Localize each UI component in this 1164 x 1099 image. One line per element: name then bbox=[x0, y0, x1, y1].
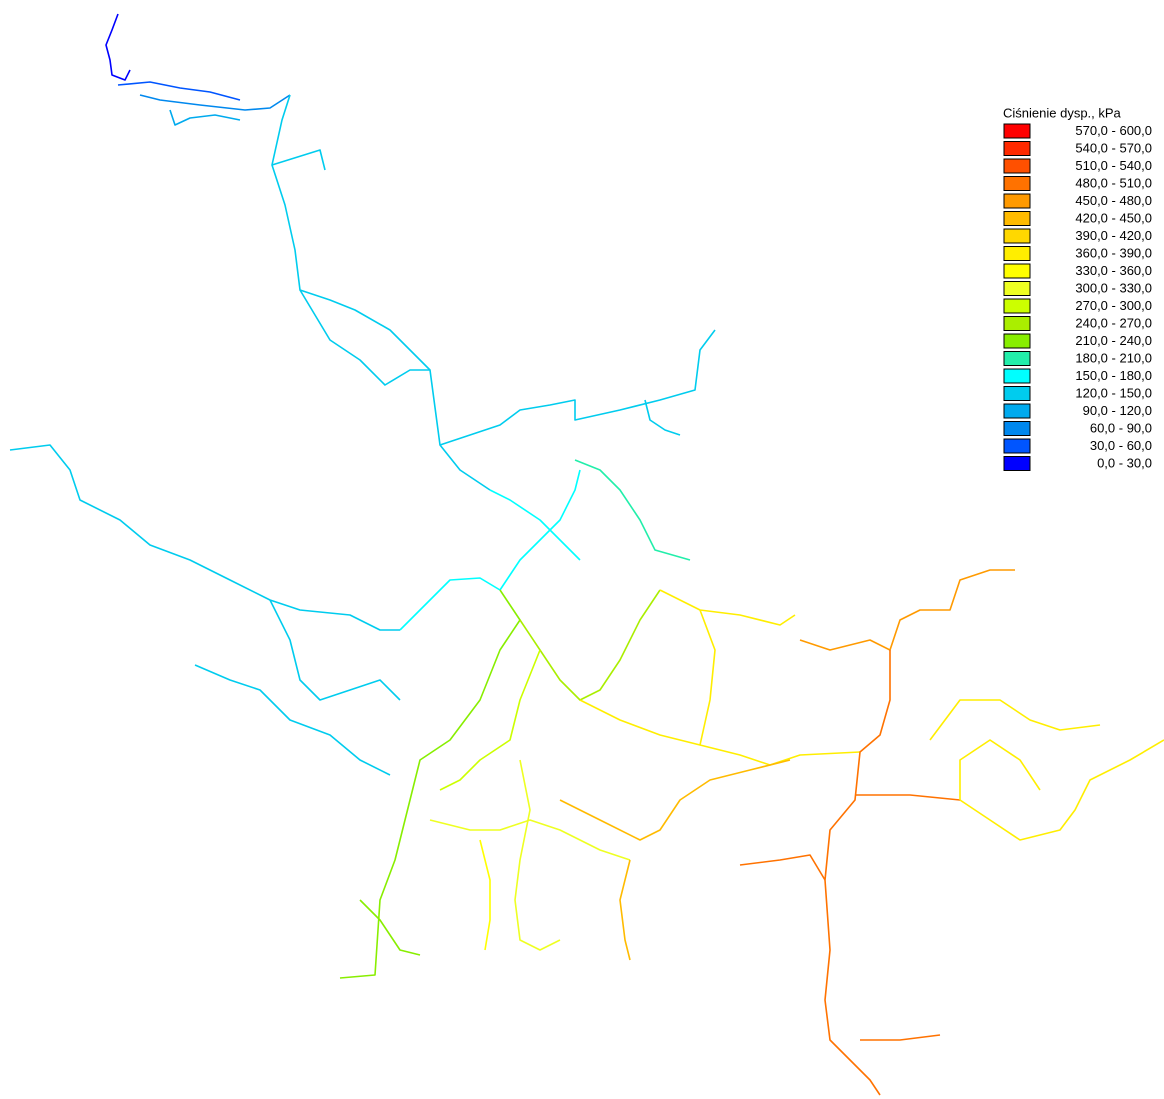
pipe bbox=[480, 840, 490, 950]
pipe bbox=[272, 150, 325, 170]
legend-swatch bbox=[1004, 159, 1030, 173]
pipe bbox=[740, 855, 825, 880]
legend-label: 0,0 - 30,0 bbox=[1097, 455, 1152, 470]
legend-label: 270,0 - 300,0 bbox=[1075, 298, 1152, 313]
legend-label: 450,0 - 480,0 bbox=[1075, 193, 1152, 208]
pipe bbox=[360, 900, 420, 955]
pipe bbox=[575, 460, 690, 560]
legend-swatch bbox=[1004, 142, 1030, 156]
pipe bbox=[195, 665, 390, 775]
pipe bbox=[825, 650, 890, 1095]
legend-label: 240,0 - 270,0 bbox=[1075, 315, 1152, 330]
legend-label: 570,0 - 600,0 bbox=[1075, 123, 1152, 138]
legend-swatch bbox=[1004, 334, 1030, 348]
pipe bbox=[490, 490, 580, 560]
legend-label: 120,0 - 150,0 bbox=[1075, 385, 1152, 400]
pipe bbox=[960, 740, 1164, 840]
pipe bbox=[430, 820, 630, 860]
legend-label: 540,0 - 570,0 bbox=[1075, 140, 1152, 155]
pipe bbox=[140, 95, 290, 110]
pipe bbox=[270, 600, 400, 700]
pipe bbox=[10, 445, 400, 630]
legend-swatch bbox=[1004, 352, 1030, 366]
legend-swatch bbox=[1004, 194, 1030, 208]
legend-title: Ciśnienie dysp., kPa bbox=[1003, 105, 1122, 120]
pipe bbox=[645, 400, 680, 435]
page: Ciśnienie dysp., kPa 570,0 - 600,0 540,0 … bbox=[0, 0, 1164, 1099]
legend-label: 300,0 - 330,0 bbox=[1075, 280, 1152, 295]
legend-label: 420,0 - 450,0 bbox=[1075, 210, 1152, 225]
pipe bbox=[560, 760, 790, 840]
legend-label: 150,0 - 180,0 bbox=[1075, 368, 1152, 383]
legend-label: 60,0 - 90,0 bbox=[1090, 420, 1152, 435]
pipe bbox=[106, 14, 130, 80]
pipe bbox=[118, 82, 240, 100]
pipe bbox=[930, 700, 1100, 740]
pipe bbox=[440, 330, 715, 445]
legend-swatch bbox=[1004, 457, 1030, 471]
legend-swatch bbox=[1004, 369, 1030, 383]
pipe bbox=[515, 760, 560, 950]
pipe bbox=[660, 590, 795, 625]
legend-swatch bbox=[1004, 299, 1030, 313]
pipe bbox=[440, 650, 540, 790]
legend-swatch bbox=[1004, 264, 1030, 278]
legend-label: 180,0 - 210,0 bbox=[1075, 350, 1152, 365]
pipe bbox=[860, 1035, 940, 1040]
legend-swatch bbox=[1004, 439, 1030, 453]
legend-swatch bbox=[1004, 404, 1030, 418]
legend-label: 30,0 - 60,0 bbox=[1090, 438, 1152, 453]
pipe bbox=[800, 570, 1015, 650]
pipe bbox=[700, 610, 715, 745]
pipe bbox=[400, 470, 580, 630]
legend-swatch bbox=[1004, 247, 1030, 261]
legend-swatch bbox=[1004, 229, 1030, 243]
pipe bbox=[855, 795, 960, 800]
pipe bbox=[170, 110, 240, 125]
legend-swatch bbox=[1004, 212, 1030, 226]
legend-swatch bbox=[1004, 124, 1030, 138]
legend-label: 360,0 - 390,0 bbox=[1075, 245, 1152, 260]
pipe bbox=[620, 860, 630, 960]
pipe bbox=[300, 290, 430, 385]
pipe bbox=[580, 700, 860, 765]
pipe-network bbox=[10, 14, 1164, 1095]
legend-label: 510,0 - 540,0 bbox=[1075, 158, 1152, 173]
pipe bbox=[960, 740, 1040, 800]
legend-label: 480,0 - 510,0 bbox=[1075, 175, 1152, 190]
legend-label: 330,0 - 360,0 bbox=[1075, 263, 1152, 278]
pipe bbox=[340, 590, 520, 978]
map: Ciśnienie dysp., kPa 570,0 - 600,0 540,0 … bbox=[0, 0, 1164, 1099]
legend-swatch bbox=[1004, 282, 1030, 296]
legend-swatch bbox=[1004, 387, 1030, 401]
legend: Ciśnienie dysp., kPa 570,0 - 600,0 540,0 … bbox=[1003, 105, 1152, 470]
legend-label: 390,0 - 420,0 bbox=[1075, 228, 1152, 243]
legend-swatch bbox=[1004, 317, 1030, 331]
pipe bbox=[520, 590, 660, 700]
legend-swatch bbox=[1004, 177, 1030, 191]
legend-label: 210,0 - 240,0 bbox=[1075, 333, 1152, 348]
legend-swatch bbox=[1004, 422, 1030, 436]
legend-label: 90,0 - 120,0 bbox=[1083, 403, 1152, 418]
